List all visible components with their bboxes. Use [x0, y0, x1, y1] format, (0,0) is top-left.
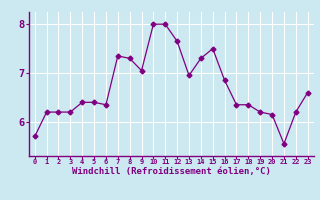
X-axis label: Windchill (Refroidissement éolien,°C): Windchill (Refroidissement éolien,°C)	[72, 167, 271, 176]
